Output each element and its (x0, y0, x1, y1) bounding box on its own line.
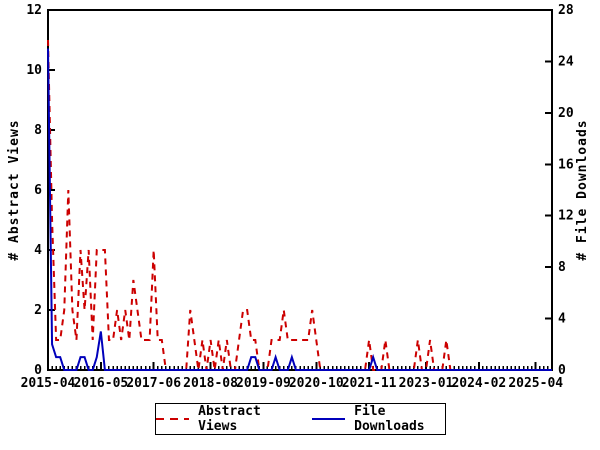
y-axis-label-right: # File Downloads (575, 119, 590, 261)
y-axis-label-left: # Abstract Views (7, 119, 22, 261)
x-tick-label: 2017-06 (126, 376, 181, 391)
y-right-tick-label: 4 (558, 312, 566, 327)
x-tick-label: 2023-01 (399, 376, 454, 391)
y-right-tick-label: 0 (558, 363, 566, 378)
y-right-tick-label: 8 (558, 260, 566, 275)
x-tick-label: 2018-08 (183, 376, 238, 391)
x-tick-label: 2016-05 (73, 376, 128, 391)
y-left-tick-label: 4 (34, 243, 42, 258)
y-left-tick-label: 10 (26, 63, 42, 78)
file-downloads-line (47, 48, 552, 371)
x-tick-label: 2015-04 (21, 376, 76, 391)
y-right-tick-label: 20 (558, 106, 574, 121)
y-right-tick-label: 16 (558, 157, 574, 172)
legend: Abstract Views File Downloads (155, 403, 446, 435)
y-left-tick-label: 6 (34, 183, 42, 198)
legend-label-abstract-views: Abstract Views (198, 404, 261, 434)
y-right-tick-label: 12 (558, 209, 574, 224)
y-left-tick-label: 0 (34, 363, 42, 378)
y-left-tick-label: 2 (34, 303, 42, 318)
y-right-tick-label: 28 (558, 3, 574, 18)
legend-line-sample-abstract-views (156, 418, 190, 420)
y-left-tick-label: 8 (34, 123, 42, 138)
y-right-tick-label: 24 (558, 54, 574, 69)
x-tick-label: 2021-11 (342, 376, 397, 391)
abstract-views-line (47, 39, 552, 371)
y-left-tick-label: 12 (26, 3, 42, 18)
x-tick-label: 2025-04 (508, 376, 563, 391)
legend-line-sample-file-downloads (312, 418, 346, 420)
legend-label-file-downloads: File Downloads (354, 404, 425, 434)
x-tick-label: 2024-02 (451, 376, 506, 391)
x-tick-label: 2019-09 (236, 376, 291, 391)
x-tick-label: 2020-10 (289, 376, 344, 391)
